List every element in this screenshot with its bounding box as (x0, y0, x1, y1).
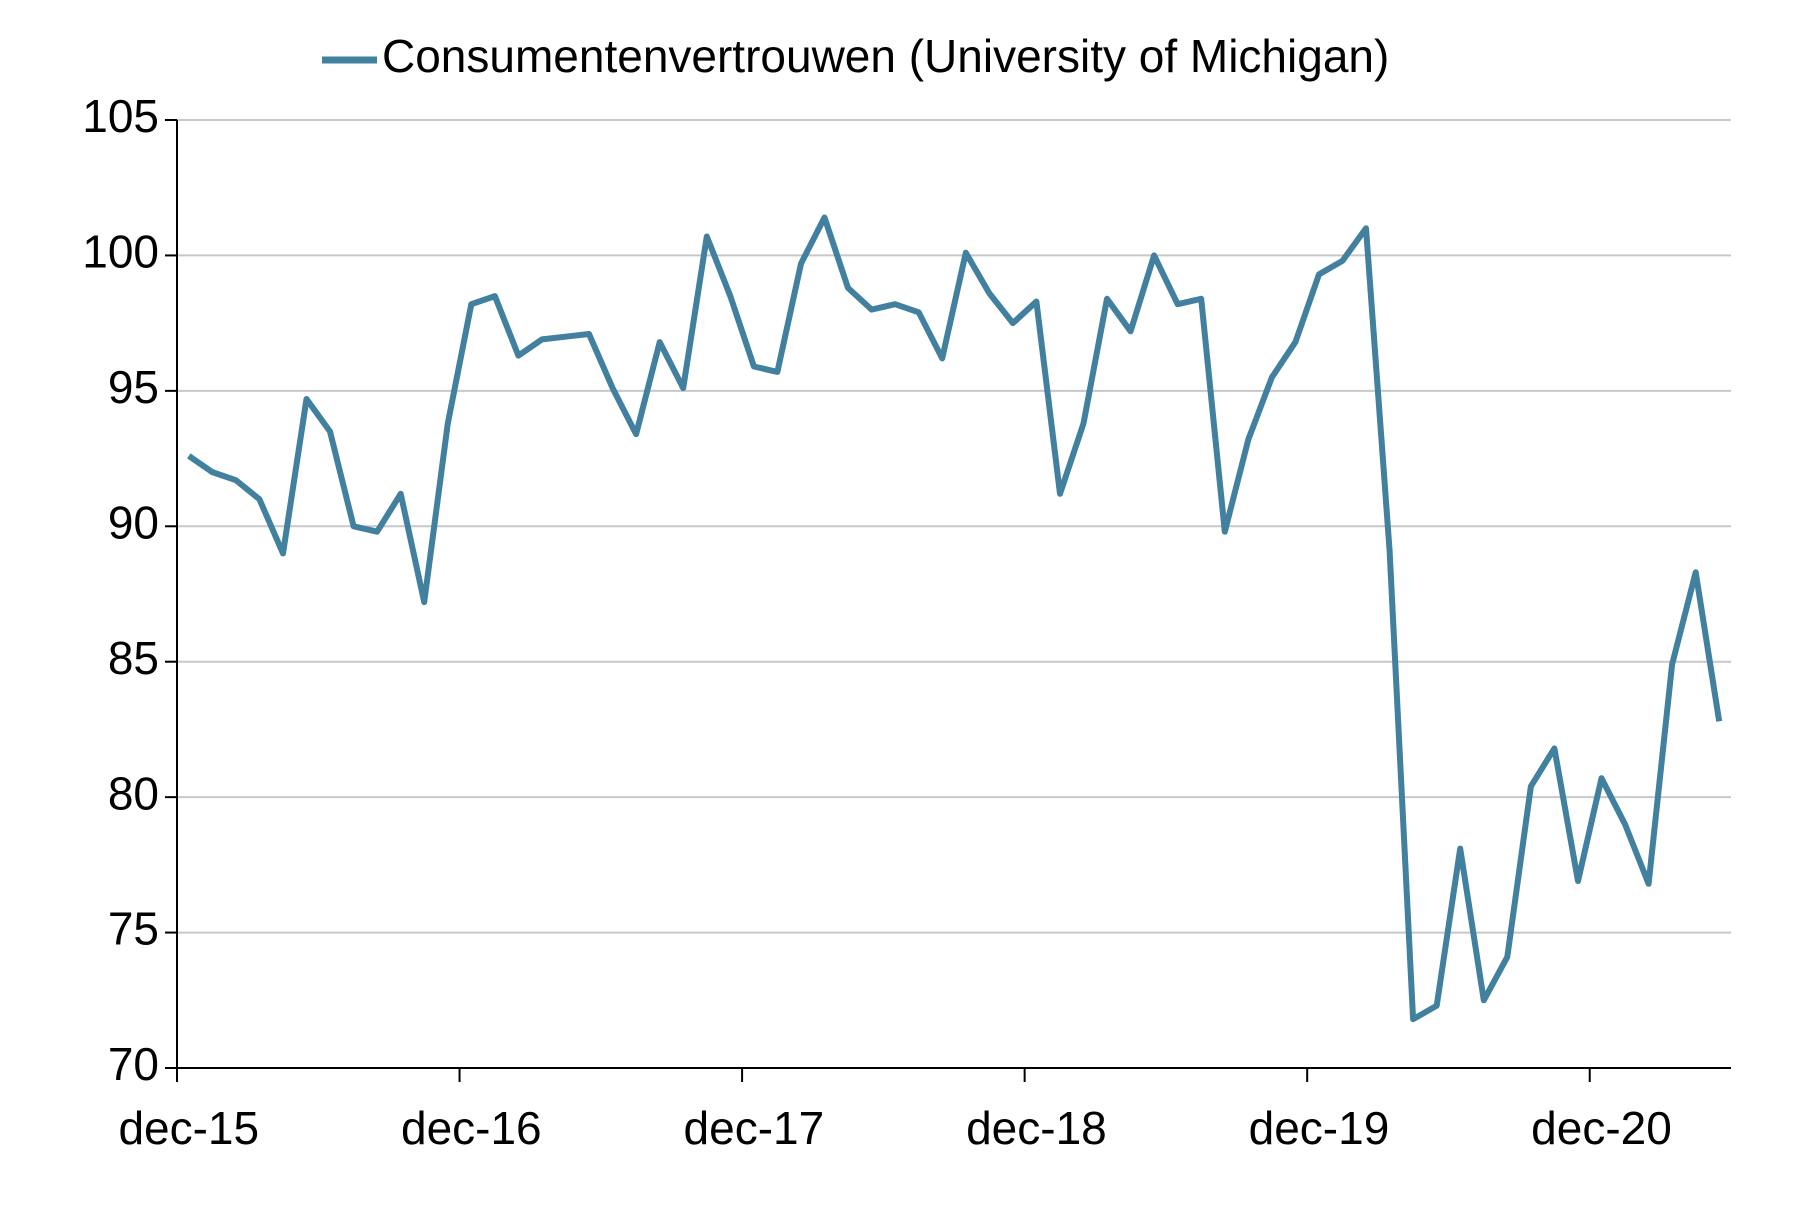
x-tick-label: dec-16 (401, 1102, 542, 1154)
y-tick-label: 100 (82, 226, 159, 278)
y-tick-label: 75 (108, 903, 159, 955)
x-tick-label: dec-18 (966, 1102, 1107, 1154)
x-tick-label: dec-15 (118, 1102, 259, 1154)
y-tick-label: 80 (108, 767, 159, 819)
y-tick-label: 90 (108, 496, 159, 548)
y-tick-label: 95 (108, 361, 159, 413)
y-tick-label: 70 (108, 1038, 159, 1090)
legend-label: Consumentenvertrouwen (University of Mic… (382, 30, 1389, 82)
data-line (187, 214, 1723, 1023)
y-tick-label: 85 (108, 632, 159, 684)
x-tick-label: dec-20 (1531, 1102, 1672, 1154)
x-tick-label: dec-17 (684, 1102, 825, 1154)
y-tick-label: 105 (82, 90, 159, 142)
x-tick-label: dec-19 (1249, 1102, 1390, 1154)
